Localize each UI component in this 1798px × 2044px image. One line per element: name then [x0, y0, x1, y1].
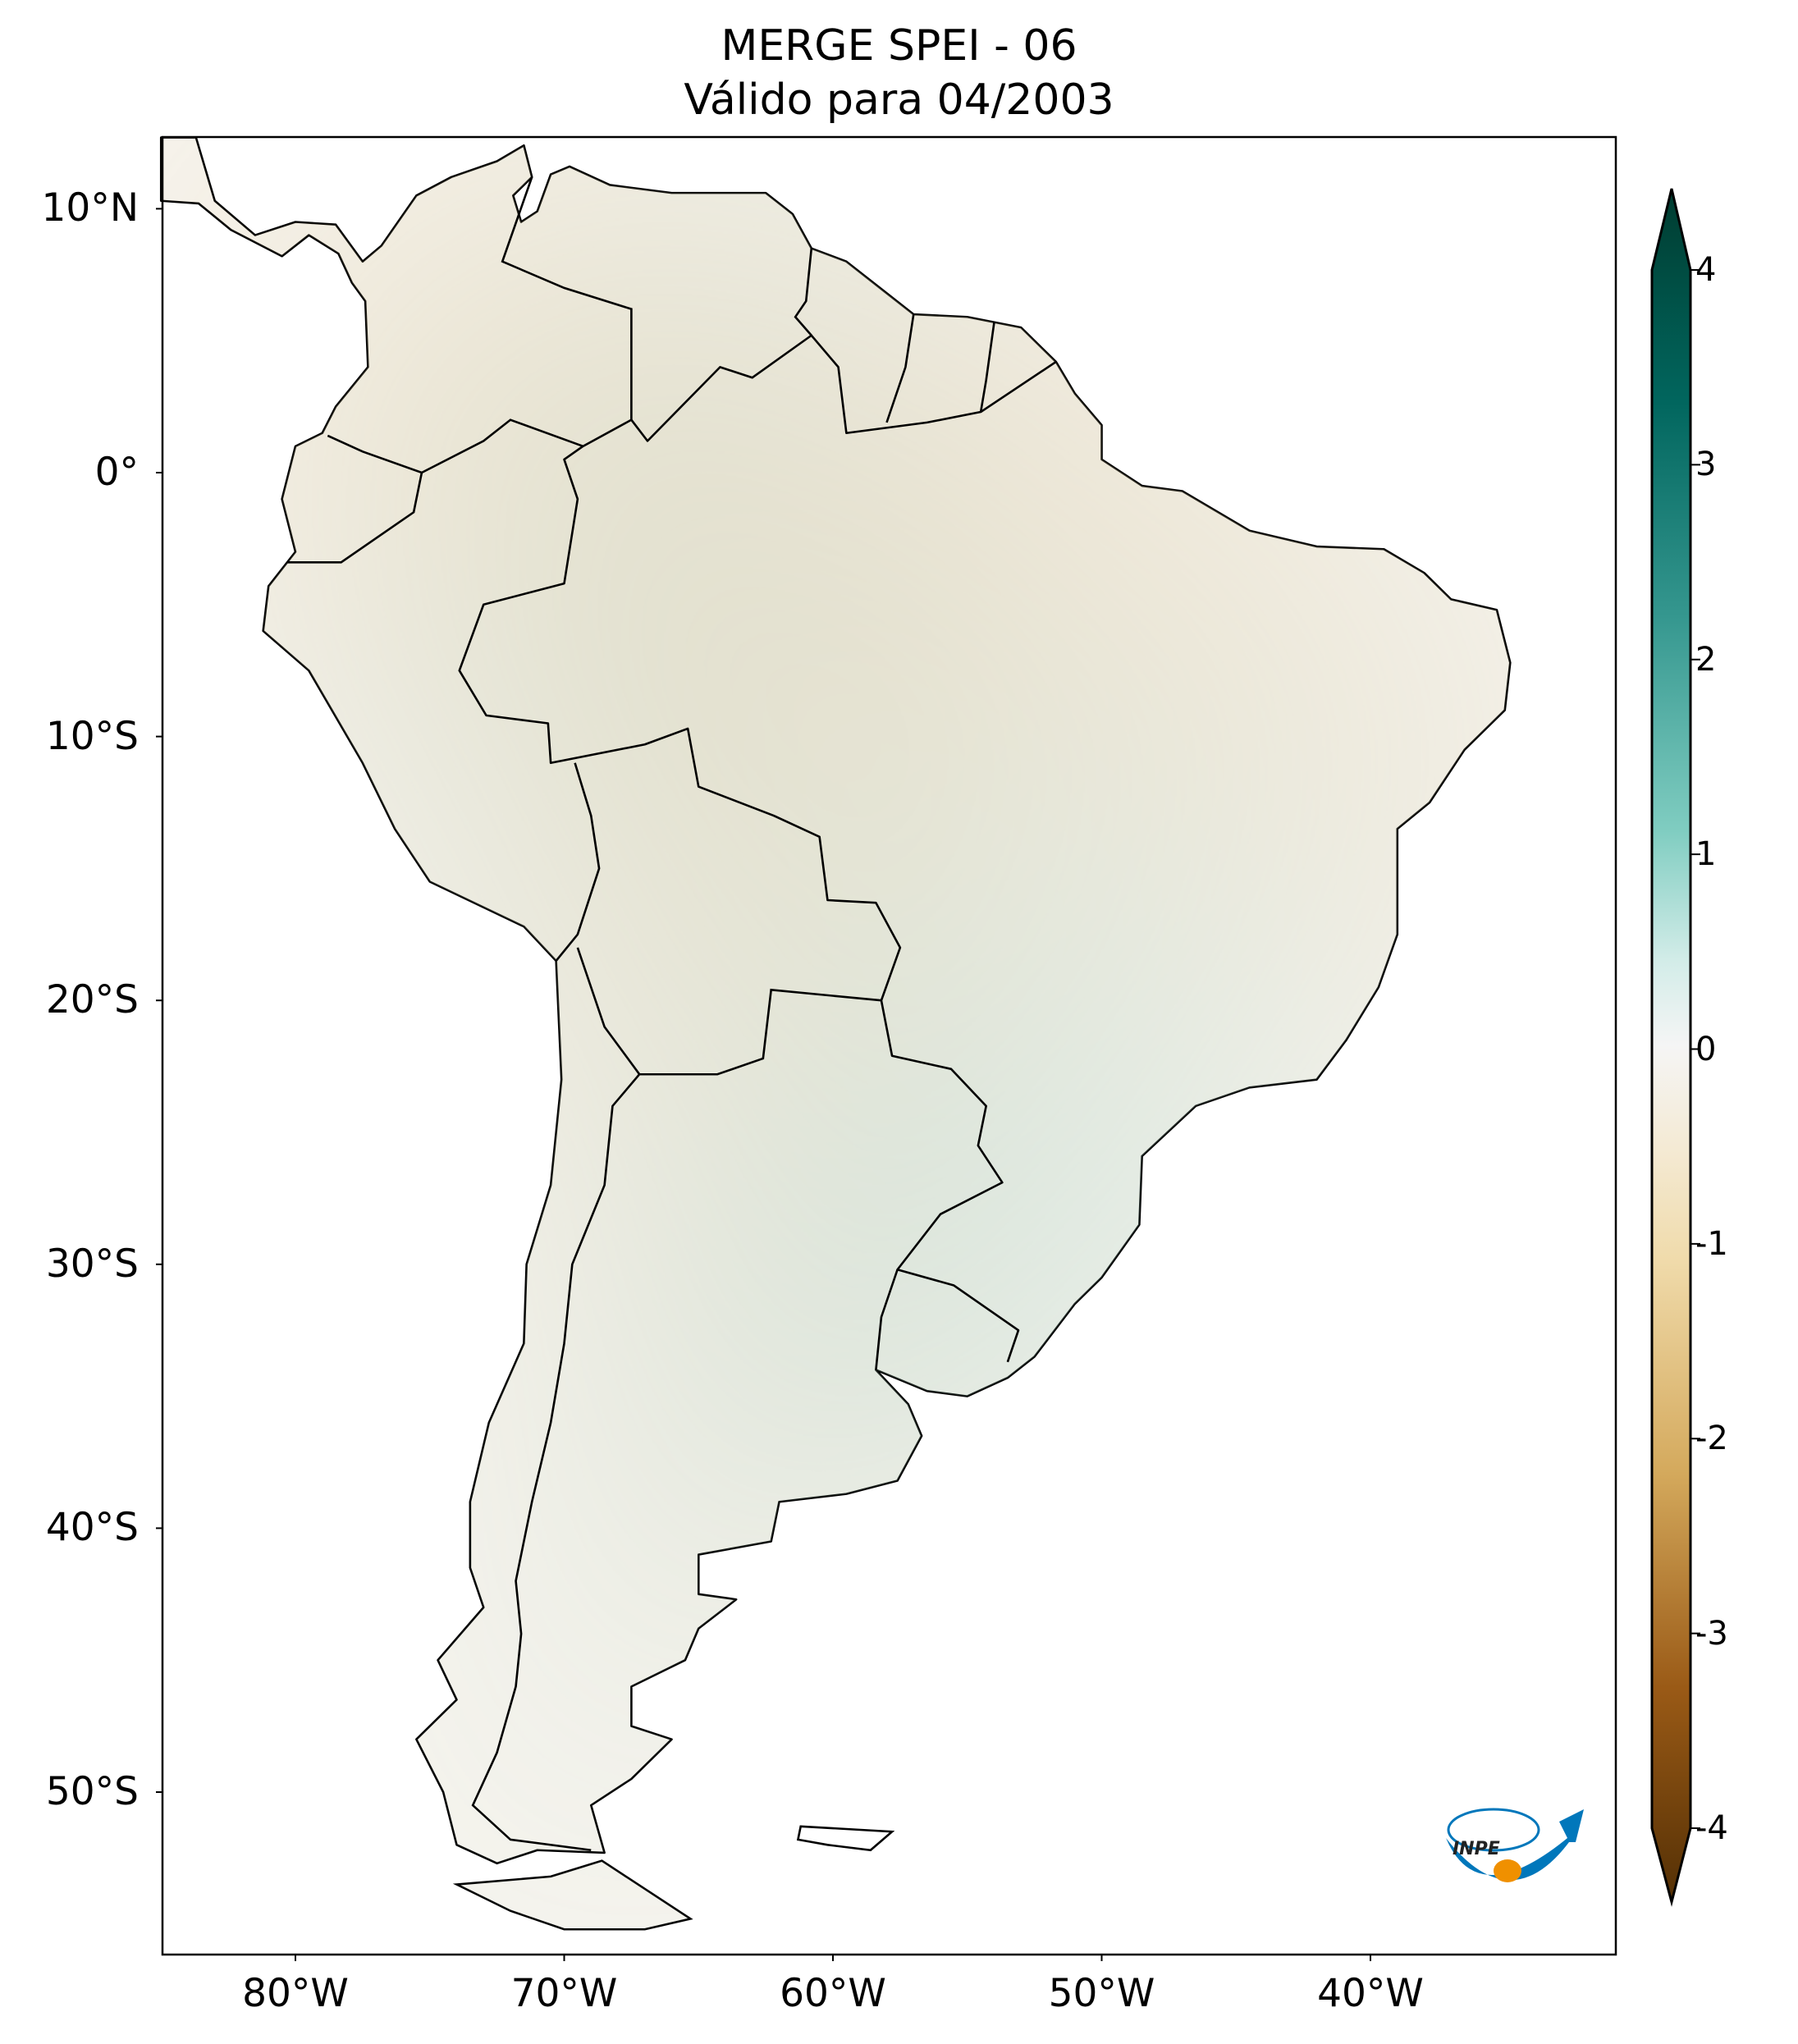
tierra-del-fuego: [452, 1859, 693, 1931]
colorbar-tick-label: 3: [1695, 446, 1717, 484]
colorbar-tick-label: 4: [1695, 251, 1717, 289]
y-tick-label: 50°S: [45, 1769, 139, 1814]
y-tick-label: 10°S: [45, 713, 139, 759]
y-tick-label: 10°N: [41, 185, 139, 231]
country-borders: [794, 248, 813, 336]
brazil-border: [458, 334, 1057, 1363]
falkland-islands: [796, 1825, 895, 1852]
country-borders: [555, 762, 601, 962]
colorbar-tick-label: -3: [1695, 1614, 1728, 1653]
svg-text:INPE: INPE: [1453, 1839, 1500, 1859]
y-tick-label: 30°S: [45, 1241, 139, 1287]
y-tick-label: 0°: [94, 450, 139, 495]
colorbar-tick-label: -1: [1695, 1224, 1728, 1263]
country-borders: [979, 322, 995, 413]
country-borders: [327, 418, 583, 474]
country-borders: [885, 313, 915, 423]
y-tick-label: 20°S: [45, 977, 139, 1023]
x-tick-label: 50°W: [1048, 1971, 1155, 2016]
x-tick-label: 70°W: [510, 1971, 618, 2016]
colorbar-tick-label: 2: [1695, 640, 1717, 679]
colorbar-tick-label: -4: [1695, 1809, 1728, 1847]
country-borders: [639, 988, 882, 1076]
chart-subtitle: Válido para 04/2003: [684, 75, 1114, 125]
country-borders: [501, 176, 633, 420]
colorbar-tick-label: 0: [1695, 1030, 1717, 1068]
chart-title: MERGE SPEI - 06: [721, 21, 1077, 71]
x-tick-label: 60°W: [780, 1971, 886, 2016]
x-tick-label: 40°W: [1317, 1971, 1424, 2016]
country-borders: [875, 1269, 899, 1370]
colorbar: [1650, 188, 1700, 1907]
andes-border: [471, 947, 641, 1852]
plot-frame: [161, 135, 1617, 1956]
x-tick-label: 80°W: [242, 1971, 349, 2016]
inpe-logo: INPE: [1446, 1808, 1584, 1882]
country-borders: [287, 472, 423, 564]
y-tick-label: 40°S: [45, 1505, 139, 1551]
colorbar-tick-label: -2: [1695, 1420, 1728, 1458]
colorbar-scale: [1650, 188, 1692, 1907]
colorbar-tick-label: 1: [1695, 835, 1717, 874]
map-area: [156, 135, 1617, 1961]
